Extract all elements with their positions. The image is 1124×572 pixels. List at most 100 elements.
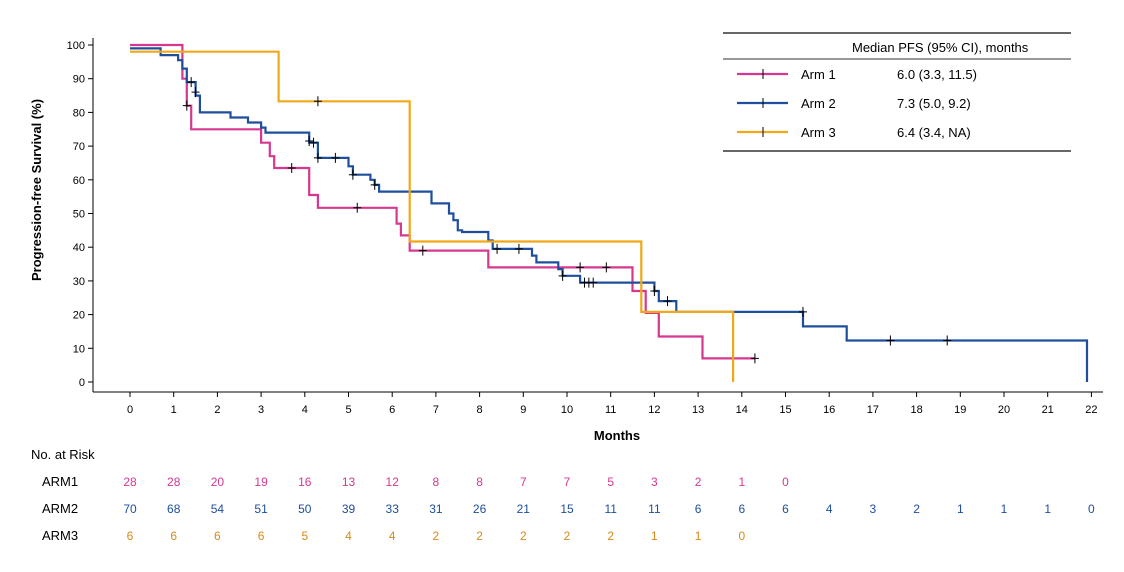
y-ticks: 0 10 20 30 40 50 60 70 80 90 100: [67, 40, 93, 389]
risk-value: 5: [607, 475, 614, 489]
legend-label-arm-2: Arm 2: [801, 96, 836, 111]
x-tick-label: 21: [1042, 404, 1054, 416]
x-tick-label: 6: [389, 404, 395, 416]
y-tick-label: 50: [73, 209, 85, 221]
censor-mark-arm-1: [182, 100, 191, 111]
risk-value: 1: [1001, 502, 1008, 516]
censor-mark-arm-2: [331, 152, 340, 163]
y-tick-label: 20: [73, 310, 85, 322]
risk-value: 19: [254, 475, 268, 489]
x-ticks: 0 1 2 3 4 5 6 7 8 9 10 11 12 13 14 15 16 17 18 19 20 21 22: [127, 392, 1098, 416]
risk-value: 4: [345, 529, 352, 543]
x-tick-label: 5: [345, 404, 351, 416]
risk-row-label: ARM2: [42, 501, 78, 516]
x-tick-label: 9: [520, 404, 526, 416]
y-tick-label: 80: [73, 107, 85, 119]
risk-value: 16: [298, 475, 312, 489]
x-axis-title: Months: [594, 428, 640, 443]
risk-value: 39: [342, 502, 356, 516]
censor-mark-arm-2: [576, 262, 585, 273]
y-tick-label: 90: [73, 74, 85, 86]
legend-header: Median PFS (95% CI), months: [852, 40, 1029, 55]
censor-mark-arm-2: [348, 169, 357, 180]
y-tick-label: 100: [67, 40, 85, 52]
risk-value: 1: [738, 475, 745, 489]
series-line-arm-3: [130, 50, 735, 382]
survival-curves: [130, 43, 1089, 382]
legend: Median PFS (95% CI), months Arm 1 6.0 (3.3…: [723, 32, 1071, 152]
censor-mark-arm-2: [191, 87, 200, 98]
censor-mark-arm-2: [514, 243, 523, 254]
risk-value: 1: [957, 502, 964, 516]
x-tick-label: 12: [648, 404, 660, 416]
risk-value: 54: [211, 502, 225, 516]
x-tick-label: 0: [127, 404, 133, 416]
risk-value: 2: [476, 529, 483, 543]
censor-mark-arm-2: [943, 335, 952, 346]
risk-value: 4: [826, 502, 833, 516]
risk-value: 11: [604, 502, 617, 516]
risk-value: 20: [211, 475, 225, 489]
risk-value: 4: [389, 529, 396, 543]
x-tick-label: 16: [823, 404, 835, 416]
risk-value: 2: [913, 502, 920, 516]
x-tick-label: 22: [1085, 404, 1097, 416]
risk-value: 2: [433, 529, 440, 543]
risk-value: 0: [1088, 502, 1095, 516]
censor-mark-arm-2: [798, 306, 807, 317]
risk-value: 7: [564, 475, 571, 489]
risk-value: 0: [782, 475, 789, 489]
risk-value: 2: [607, 529, 614, 543]
x-tick-label: 10: [561, 404, 573, 416]
x-tick-label: 3: [258, 404, 264, 416]
censor-mark-arm-2: [886, 335, 895, 346]
x-tick-label: 14: [736, 404, 748, 416]
risk-value: 13: [342, 475, 356, 489]
x-tick-label: 1: [171, 404, 177, 416]
risk-value: 11: [648, 502, 661, 516]
risk-value: 6: [782, 502, 789, 516]
censor-mark-arm-2: [663, 296, 672, 307]
y-tick-label: 60: [73, 175, 85, 187]
risk-value: 6: [738, 502, 745, 516]
x-tick-label: 19: [954, 404, 966, 416]
censor-mark-arm-2: [187, 77, 196, 88]
y-tick-label: 10: [73, 343, 85, 355]
x-tick-label: 4: [302, 404, 308, 416]
censor-mark-arm-1: [418, 245, 427, 256]
censor-mark-arm-2: [313, 152, 322, 163]
x-tick-label: 7: [433, 404, 439, 416]
y-tick-label: 0: [79, 377, 85, 389]
censor-mark-arm-2: [309, 137, 318, 148]
x-tick-label: 15: [779, 404, 791, 416]
risk-value: 1: [695, 529, 702, 543]
legend-median-arm-2: 7.3 (5.0, 9.2): [897, 96, 971, 111]
risk-value: 8: [433, 475, 440, 489]
x-tick-label: 13: [692, 404, 704, 416]
y-tick-label: 40: [73, 242, 85, 254]
x-tick-label: 2: [214, 404, 220, 416]
censor-mark-arm-2: [558, 270, 567, 281]
risk-value: 31: [429, 502, 443, 516]
risk-row-label: ARM1: [42, 474, 78, 489]
risk-value: 6: [258, 529, 265, 543]
legend-label-arm-1: Arm 1: [801, 67, 836, 82]
risk-value: 21: [517, 502, 531, 516]
risk-value: 15: [560, 502, 574, 516]
risk-value: 6: [170, 529, 177, 543]
risk-value: 8: [476, 475, 483, 489]
risk-value: 0: [738, 529, 745, 543]
risk-value: 6: [214, 529, 221, 543]
censor-mark-arm-2: [650, 286, 659, 297]
censor-mark-arm-2: [589, 277, 598, 288]
risk-value: 68: [167, 502, 181, 516]
y-tick-label: 70: [73, 141, 85, 153]
x-tick-label: 18: [910, 404, 922, 416]
censor-mark-arm-1: [750, 353, 759, 364]
x-tick-label: 11: [605, 404, 616, 416]
risk-value: 7: [520, 475, 527, 489]
risk-value: 5: [301, 529, 308, 543]
censor-mark-arm-3: [313, 96, 322, 107]
